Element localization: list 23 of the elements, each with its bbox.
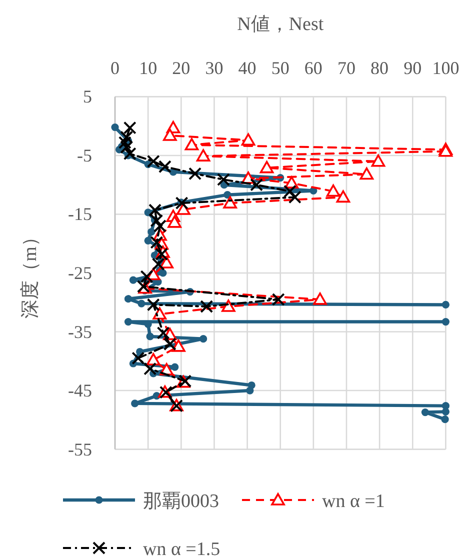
legend-label: wn α =1.5 [143, 539, 220, 558]
legend-label: 那覇0003 [143, 491, 219, 512]
y-tick-label: -55 [68, 439, 92, 460]
x-tick-label: 70 [337, 58, 356, 78]
x-axis-title: N値，Nest [237, 14, 324, 35]
y-tick-label: 5 [83, 86, 92, 107]
x-tick-label: 50 [271, 58, 290, 78]
y-tick-label: -35 [68, 322, 92, 342]
x-tick-label: 20 [172, 58, 190, 78]
x-tick-label: 40 [238, 58, 256, 78]
y-tick-label: -45 [68, 380, 92, 401]
y-tick-label: -15 [68, 204, 92, 224]
x-tick-label: 80 [370, 58, 389, 78]
x-tick-label: 10 [139, 58, 158, 78]
x-tick-label: 30 [205, 58, 224, 78]
x-tick-label: 0 [110, 58, 120, 78]
y-tick-label: -25 [68, 263, 92, 283]
y-axis-title: 深度（m） [19, 228, 41, 318]
legend-label: wn α =1 [322, 491, 385, 512]
x-tick-label: 100 [432, 58, 460, 78]
y-tick-label: -5 [77, 145, 92, 166]
x-tick-label: 90 [404, 58, 422, 78]
x-tick-label: 60 [304, 58, 322, 78]
